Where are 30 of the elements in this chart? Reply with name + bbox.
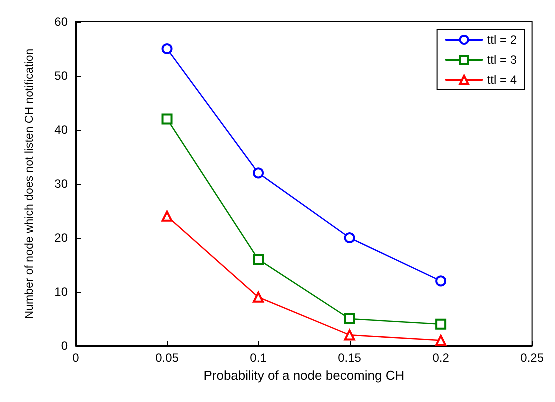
x-axis-title: Probability of a node becoming CH <box>204 368 405 383</box>
legend-label: ttl = 3 <box>487 53 518 67</box>
y-tick-label: 0 <box>61 339 68 353</box>
point <box>253 254 264 266</box>
y-tick-label: 50 <box>54 69 68 83</box>
point <box>162 114 173 125</box>
point <box>344 232 356 244</box>
y-tick-label: 30 <box>54 177 68 191</box>
point <box>436 276 447 287</box>
x-tick-label: 0.25 <box>520 351 544 365</box>
x-tick-label: 0.15 <box>338 351 362 365</box>
point <box>162 210 173 222</box>
legend-label: ttl = 2 <box>487 33 518 47</box>
y-tick-label: 10 <box>54 285 68 299</box>
point <box>253 292 264 303</box>
y-axis-title: Number of node which does not listen CH notification <box>24 48 36 320</box>
x-tick-label: 0.1 <box>250 351 268 365</box>
point <box>436 335 447 346</box>
x-tick-label: 0.05 <box>156 351 180 365</box>
point <box>436 318 447 330</box>
y-tick-label: 60 <box>54 15 68 29</box>
point <box>344 330 356 341</box>
x-tick-label: 0 <box>72 351 80 365</box>
y-tick-label: 20 <box>54 231 68 245</box>
legend-label: ttl = 4 <box>487 73 518 87</box>
y-tick-label: 40 <box>54 123 68 137</box>
point <box>344 314 356 324</box>
point <box>162 44 173 54</box>
point <box>253 168 264 179</box>
x-tick-label: 0.2 <box>432 351 450 365</box>
